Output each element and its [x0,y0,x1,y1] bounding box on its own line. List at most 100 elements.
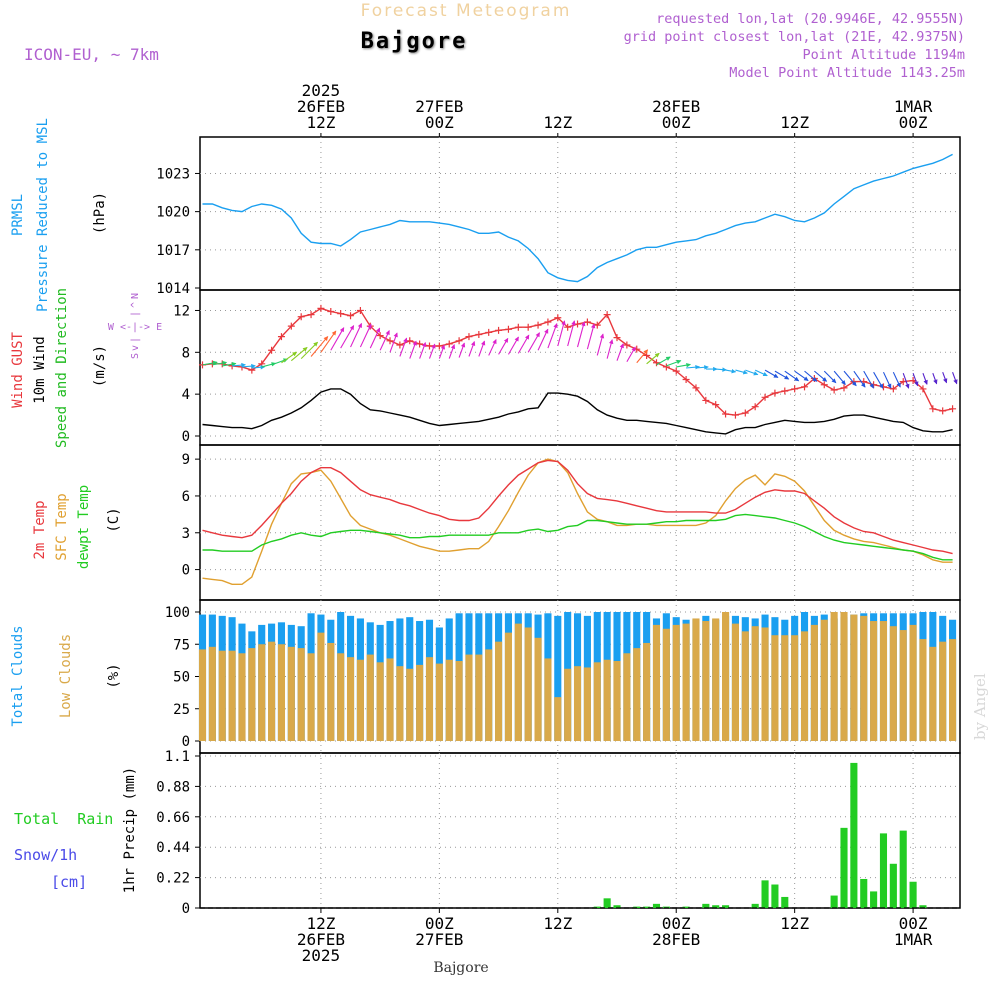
location-name: Bajgore [361,29,468,54]
wind-arrow-head [367,323,372,329]
y-tick-label: 1023 [156,166,190,182]
bar-low-clouds [346,657,355,741]
top-time-label: 00Z [425,113,454,132]
bar-total-rain [879,833,888,908]
bar-low-clouds [761,627,769,741]
wind-arrow-head [313,341,319,347]
bar-low-clouds [445,659,453,741]
bar-low-clouds [386,658,394,741]
gust-point [692,384,700,392]
wind-10m-label: 10m Wind [32,336,48,403]
bar-total-rain [771,884,779,908]
gust-point [761,393,769,401]
bar-low-clouds [949,639,957,741]
wind-arrow [340,325,355,349]
wind-arrow-head [676,359,682,365]
panel-frame [199,136,961,291]
bar-low-clouds [416,664,424,741]
bar-low-clouds [860,615,868,741]
y-tick-label: 1017 [156,243,190,259]
bar-low-clouds [475,654,483,741]
bar-low-clouds [919,639,927,741]
bar-low-clouds [406,668,414,741]
wind-arrow [330,327,345,351]
bar-low-clouds [455,661,463,741]
bar-low-clouds [741,631,749,741]
wind-arrow-head [753,371,759,376]
gust-point [554,314,562,322]
y-tick-label: 75 [173,637,190,653]
gust-point [386,337,394,345]
y-tick-label: 1.1 [165,749,190,765]
bar-total-rain [712,905,720,908]
temp-sfc-label: SFC Temp [54,493,70,560]
bar-low-clouds [317,632,325,741]
bar-low-clouds [307,653,315,741]
wind-arrow-head [561,320,566,326]
bar-low-clouds [277,644,286,741]
wind-arrow-head [713,366,718,372]
gust-point [672,367,680,375]
bar-total-rain [702,903,710,908]
top-time-label: 28FEB [652,97,700,116]
precip-snow-label: Snow/1h [14,846,77,864]
temp-dewpt-label: dewpt Temp [76,485,92,569]
wind-arrow-head [535,332,540,338]
wind-arrow-head [524,334,530,340]
gust-point [307,311,315,319]
bar-total-rain [633,906,641,908]
bar-low-clouds [662,628,670,741]
bar-low-clouds [722,612,730,741]
series-line-10m-wind [202,388,953,435]
bar-low-clouds [751,626,759,741]
y-tick-label: 0.66 [156,810,190,826]
bar-low-clouds [613,661,621,741]
bar-low-clouds [287,646,295,741]
y-tick-label: 8 [182,345,190,361]
watermark: by Angel [971,673,989,740]
bar-total-rain [652,903,661,908]
bottom-time-label: 26FEB [297,930,345,949]
bar-low-clouds [228,650,236,741]
bar-low-clouds [870,621,878,741]
gust-point [485,328,493,336]
y-tick-label: 0 [182,429,190,445]
gust-point [504,325,512,333]
wind-arrow-head [357,322,362,328]
info-point-altitude: Point Altitude 1194m [802,47,965,63]
wind-arrow-head [470,340,476,347]
bar-total-rain [870,891,878,908]
bar-low-clouds [425,657,434,741]
bar-low-clouds [366,654,374,741]
info-gridpoint: grid point closest lon,lat (21E, 42.9375… [624,29,965,45]
wind-arrow-head [742,370,748,375]
bar-low-clouds [672,624,680,741]
gust-point [722,410,730,418]
gust-point [593,321,601,329]
wind-dir-label: Speed and Direction [54,288,70,448]
wind-arrow-head [212,360,218,366]
y-tick-label: 25 [173,702,190,718]
bar-low-clouds [682,623,690,741]
wind-arrow [577,321,585,348]
bottom-time-label: 00Z [899,914,928,933]
bar-low-clouds [268,641,276,741]
bar-low-clouds [800,631,809,741]
wind-arrow-head [590,323,596,329]
gust-point [919,385,927,393]
bar-low-clouds [337,653,345,741]
wind-arrow-head [943,378,948,384]
bar-low-clouds [623,653,631,741]
wind-arrow-head [923,379,928,385]
wind-arrow-head [553,323,558,329]
bar-low-clouds [603,659,611,741]
wind-arrow-head [323,336,329,341]
bar-low-clouds [731,623,739,741]
top-time-label: 27FEB [415,97,463,116]
bottom-time-label: 27FEB [415,930,463,949]
bar-total-rain [613,905,621,908]
wind-arrow-head [331,330,337,336]
wind-arrow [586,323,595,350]
gust-point [801,383,809,391]
